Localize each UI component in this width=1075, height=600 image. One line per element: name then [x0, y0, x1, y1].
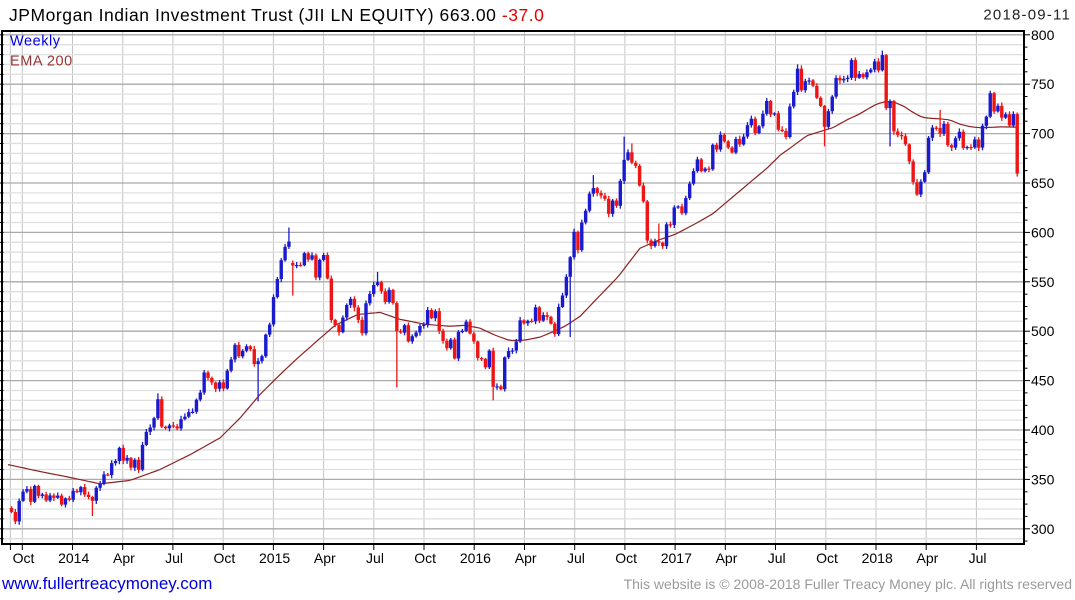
svg-text:Oct: Oct: [214, 550, 236, 566]
svg-text:350: 350: [1031, 471, 1055, 487]
svg-text:2015: 2015: [259, 550, 290, 566]
svg-text:This website is © 2008-2018 Fu: This website is © 2008-2018 Fuller Treac…: [624, 576, 1072, 592]
svg-text:Oct: Oct: [414, 550, 436, 566]
svg-text:Oct: Oct: [615, 550, 637, 566]
svg-text:EMA 200: EMA 200: [10, 54, 73, 70]
svg-text:650: 650: [1031, 175, 1055, 191]
svg-text:2014: 2014: [58, 550, 89, 566]
svg-text:600: 600: [1031, 224, 1055, 240]
svg-text:www.fullertreacymoney.com: www.fullertreacymoney.com: [1, 574, 212, 593]
svg-text:750: 750: [1031, 76, 1055, 92]
svg-text:Weekly: Weekly: [10, 34, 61, 50]
svg-text:700: 700: [1031, 126, 1055, 142]
svg-text:Apr: Apr: [917, 550, 939, 566]
svg-text:Jul: Jul: [969, 550, 987, 566]
svg-text:300: 300: [1031, 521, 1055, 537]
svg-text:Jul: Jul: [165, 550, 183, 566]
svg-text:Jul: Jul: [768, 550, 786, 566]
svg-text:JPMorgan Indian Investment Tru: JPMorgan Indian Investment Trust (JII LN…: [9, 5, 544, 25]
svg-text:800: 800: [1031, 27, 1055, 43]
svg-text:Oct: Oct: [13, 550, 35, 566]
svg-text:Apr: Apr: [515, 550, 537, 566]
svg-text:Apr: Apr: [113, 550, 135, 566]
svg-text:Jul: Jul: [567, 550, 585, 566]
svg-text:450: 450: [1031, 373, 1055, 389]
svg-text:550: 550: [1031, 274, 1055, 290]
svg-text:Jul: Jul: [366, 550, 384, 566]
svg-text:2017: 2017: [661, 550, 692, 566]
svg-text:Apr: Apr: [716, 550, 738, 566]
svg-text:2018-09-11: 2018-09-11: [983, 7, 1071, 24]
svg-text:Oct: Oct: [816, 550, 838, 566]
svg-text:2018: 2018: [862, 550, 893, 566]
svg-text:400: 400: [1031, 422, 1055, 438]
svg-text:500: 500: [1031, 323, 1055, 339]
svg-text:2016: 2016: [460, 550, 491, 566]
svg-text:Apr: Apr: [314, 550, 336, 566]
